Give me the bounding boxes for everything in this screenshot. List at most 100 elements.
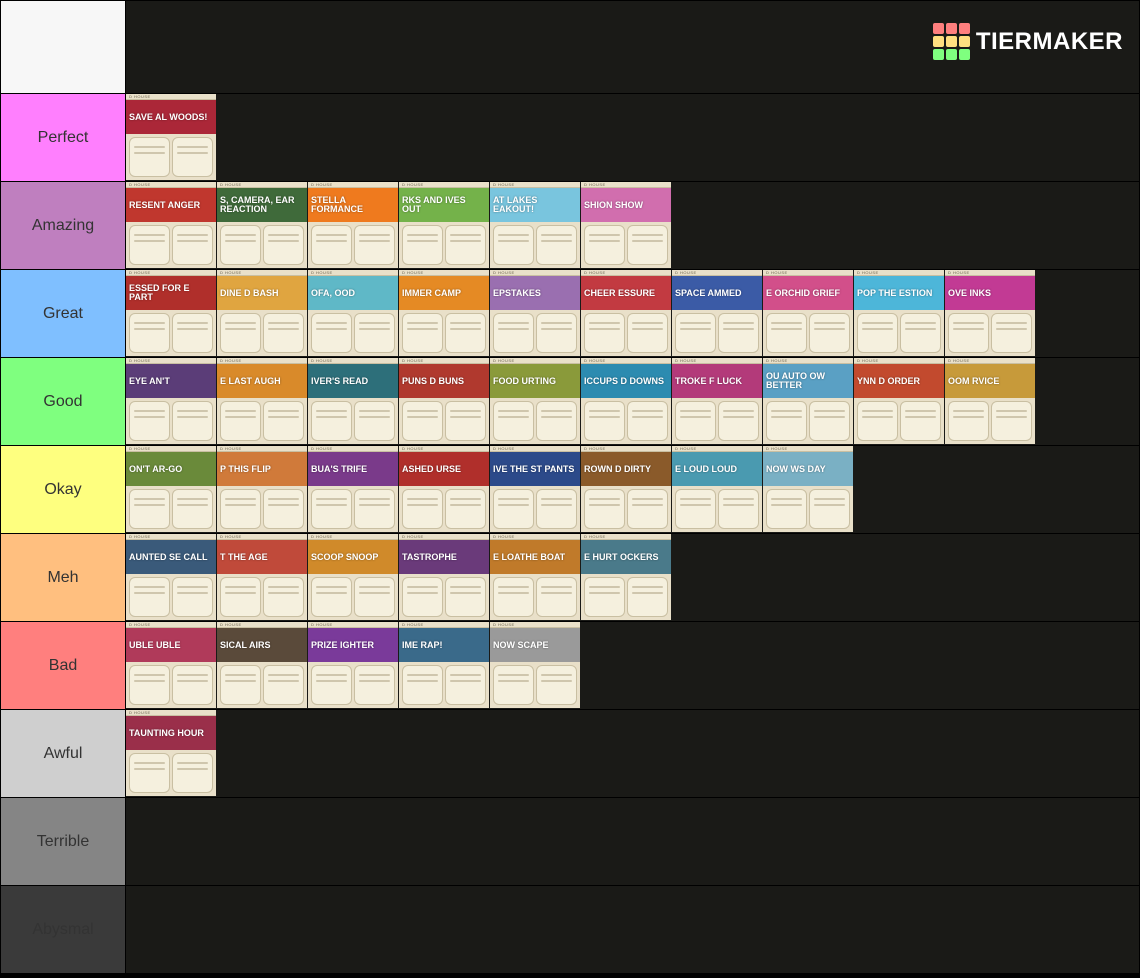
tier-item[interactable]: D HOUSENOW SCAPE: [490, 622, 581, 708]
credit-bubble: [809, 489, 850, 529]
tier-item[interactable]: D HOUSEIVER'S READ: [308, 358, 399, 444]
tier-item[interactable]: D HOUSEPRIZE IGHTER: [308, 622, 399, 708]
tier-item[interactable]: D HOUSEOOM RVICE: [945, 358, 1036, 444]
tier-label[interactable]: Bad: [1, 622, 126, 710]
credit-bubble: [809, 401, 850, 441]
item-topbar: D HOUSE: [490, 534, 580, 540]
tier-item[interactable]: D HOUSEE ORCHID GRIEF: [763, 270, 854, 356]
tier-item[interactable]: D HOUSEEPSTAKES: [490, 270, 581, 356]
item-title: PUNS D BUNS: [399, 364, 489, 398]
credit-bubble: [766, 313, 807, 353]
credit-bubble: [809, 313, 850, 353]
tier-item[interactable]: D HOUSEESSED FOR E PART: [126, 270, 217, 356]
tier-row: PerfectD HOUSESAVE AL WOODS!: [1, 94, 1140, 182]
tier-content[interactable]: D HOUSERESENT ANGERD HOUSES, CAMERA, EAR…: [126, 182, 1140, 270]
tier-label[interactable]: Terrible: [1, 798, 126, 886]
item-credits: [490, 310, 580, 356]
tier-item[interactable]: D HOUSEROWN D DIRTY: [581, 446, 672, 532]
tier-item[interactable]: D HOUSESAVE AL WOODS!: [126, 94, 217, 180]
tier-item[interactable]: D HOUSEE LOATHE BOAT: [490, 534, 581, 620]
item-credits: [126, 398, 216, 444]
item-title: OVE INKS: [945, 276, 1035, 310]
tier-content[interactable]: D HOUSESAVE AL WOODS!: [126, 94, 1140, 182]
tier-item[interactable]: D HOUSEOU AUTO OW BETTER: [763, 358, 854, 444]
item-title: TAUNTING HOUR: [126, 716, 216, 750]
credit-bubble: [627, 577, 668, 617]
item-topbar: D HOUSE: [581, 446, 671, 452]
tier-table: TIERMAKER PerfectD HOUSESAVE AL WOODS!Ama…: [0, 0, 1140, 974]
tier-item[interactable]: D HOUSEIMMER CAMP: [399, 270, 490, 356]
tier-item[interactable]: D HOUSESICAL AIRS: [217, 622, 308, 708]
tier-label[interactable]: Awful: [1, 710, 126, 798]
tier-item[interactable]: D HOUSETASTROPHE: [399, 534, 490, 620]
tier-label[interactable]: Great: [1, 270, 126, 358]
item-credits: [217, 486, 307, 532]
tier-item[interactable]: D HOUSEOVE INKS: [945, 270, 1036, 356]
tier-item[interactable]: D HOUSEFOOD URTING: [490, 358, 581, 444]
credit-bubble: [766, 489, 807, 529]
tier-content[interactable]: D HOUSEEYE AN'TD HOUSEE LAST AUGHD HOUSE…: [126, 358, 1140, 446]
tier-item[interactable]: D HOUSEEYE AN'T: [126, 358, 217, 444]
item-topbar: D HOUSE: [854, 358, 944, 364]
tier-content[interactable]: D HOUSEAUNTED SE CALLD HOUSET THE AGED H…: [126, 534, 1140, 622]
tier-item[interactable]: D HOUSEPUNS D BUNS: [399, 358, 490, 444]
credit-bubble: [220, 313, 261, 353]
tier-content[interactable]: [126, 886, 1140, 974]
tier-item[interactable]: D HOUSEON'T AR-GO: [126, 446, 217, 532]
tier-label[interactable]: Perfect: [1, 94, 126, 182]
tier-row: OkayD HOUSEON'T AR-GOD HOUSEP THIS FLIPD…: [1, 446, 1140, 534]
tier-item[interactable]: D HOUSEYNN D ORDER: [854, 358, 945, 444]
tier-item[interactable]: D HOUSESPACE AMMED: [672, 270, 763, 356]
tier-item[interactable]: D HOUSEDINE D BASH: [217, 270, 308, 356]
tier-item[interactable]: D HOUSESCOOP SNOOP: [308, 534, 399, 620]
tier-item[interactable]: D HOUSEOFA, OOD: [308, 270, 399, 356]
header-content-cell: TIERMAKER: [126, 1, 1140, 94]
tier-item[interactable]: D HOUSERESENT ANGER: [126, 182, 217, 268]
tier-content[interactable]: [126, 798, 1140, 886]
tier-item[interactable]: D HOUSEAT LAKES EAKOUT!: [490, 182, 581, 268]
tier-content[interactable]: D HOUSEON'T AR-GOD HOUSEP THIS FLIPD HOU…: [126, 446, 1140, 534]
tier-item[interactable]: D HOUSENOW WS DAY: [763, 446, 854, 532]
tier-label[interactable]: Amazing: [1, 182, 126, 270]
tier-label[interactable]: Okay: [1, 446, 126, 534]
credit-bubble: [311, 401, 352, 441]
tier-item[interactable]: D HOUSEUBLE UBLE: [126, 622, 217, 708]
tier-content[interactable]: D HOUSEUBLE UBLED HOUSESICAL AIRSD HOUSE…: [126, 622, 1140, 710]
tier-item[interactable]: D HOUSESTELLA FORMANCE: [308, 182, 399, 268]
tier-item[interactable]: D HOUSERKS AND IVES OUT: [399, 182, 490, 268]
tier-item[interactable]: D HOUSEP THIS FLIP: [217, 446, 308, 532]
item-title: P THIS FLIP: [217, 452, 307, 486]
tier-content[interactable]: D HOUSEESSED FOR E PARTD HOUSEDINE D BAS…: [126, 270, 1140, 358]
tier-item[interactable]: D HOUSEPOP THE ESTION: [854, 270, 945, 356]
tier-item[interactable]: D HOUSEIME RAP!: [399, 622, 490, 708]
tier-item[interactable]: D HOUSEASHED URSE: [399, 446, 490, 532]
tier-item[interactable]: D HOUSEICCUPS D DOWNS: [581, 358, 672, 444]
tier-label[interactable]: Meh: [1, 534, 126, 622]
tier-item[interactable]: D HOUSEBUA'S TRIFE: [308, 446, 399, 532]
credit-bubble: [402, 225, 443, 265]
tier-item[interactable]: D HOUSEE LAST AUGH: [217, 358, 308, 444]
item-credits: [126, 134, 216, 180]
tier-item[interactable]: D HOUSEAUNTED SE CALL: [126, 534, 217, 620]
tier-item[interactable]: D HOUSET THE AGE: [217, 534, 308, 620]
tier-item[interactable]: D HOUSETAUNTING HOUR: [126, 710, 217, 796]
credit-bubble: [493, 665, 534, 705]
tier-item[interactable]: D HOUSEE LOUD LOUD: [672, 446, 763, 532]
tier-item[interactable]: D HOUSETROKE F LUCK: [672, 358, 763, 444]
tier-item[interactable]: D HOUSES, CAMERA, EAR REACTION: [217, 182, 308, 268]
tiermaker-logo[interactable]: TIERMAKER: [933, 23, 1123, 60]
item-title: STELLA FORMANCE: [308, 188, 398, 222]
item-topbar: D HOUSE: [308, 534, 398, 540]
tier-content[interactable]: D HOUSETAUNTING HOUR: [126, 710, 1140, 798]
tier-label[interactable]: Good: [1, 358, 126, 446]
tier-label[interactable]: Abysmal: [1, 886, 126, 974]
tier-item[interactable]: D HOUSESHION SHOW: [581, 182, 672, 268]
item-strip: D HOUSETAUNTING HOUR: [126, 710, 1139, 796]
tier-item[interactable]: D HOUSEIVE THE ST PANTS: [490, 446, 581, 532]
tier-item[interactable]: D HOUSECHEER ESSURE: [581, 270, 672, 356]
item-title: SICAL AIRS: [217, 628, 307, 662]
tier-item[interactable]: D HOUSEE HURT OCKERS: [581, 534, 672, 620]
item-topbar: D HOUSE: [217, 622, 307, 628]
item-credits: [490, 398, 580, 444]
item-title: T THE AGE: [217, 540, 307, 574]
